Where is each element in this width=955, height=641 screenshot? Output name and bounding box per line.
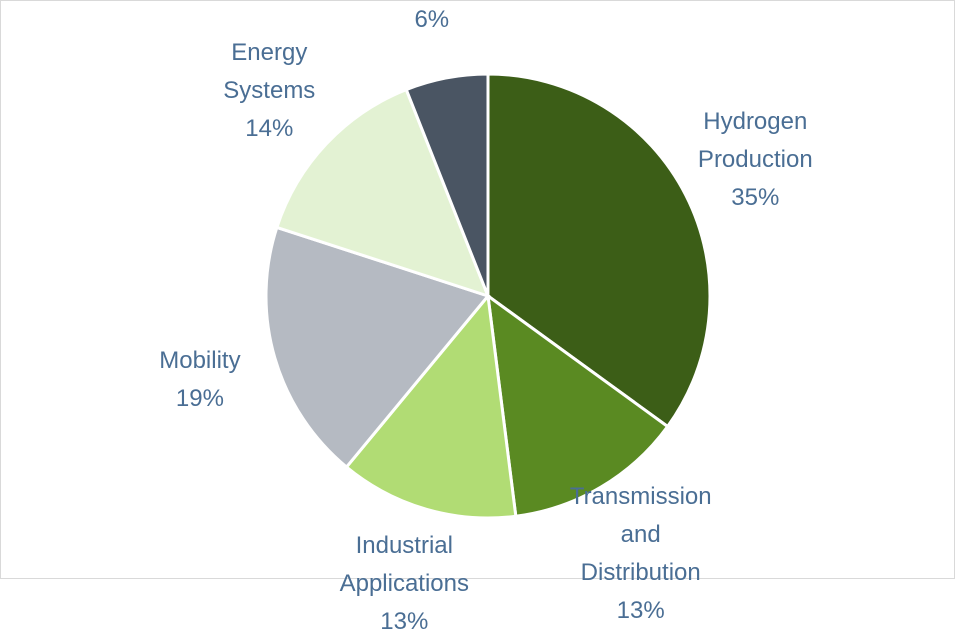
value-label: 35% — [731, 183, 780, 211]
pie-slice — [264, 225, 491, 470]
slice-label: Industrial Applications 13% — [340, 527, 469, 641]
category-label: Industrial Applications — [339, 532, 470, 598]
pie-slice — [486, 72, 712, 429]
slice-label: Hydrogen Production 35% — [698, 103, 813, 217]
value-label: 6% — [414, 6, 450, 34]
slice-label: Energy Systems 14% — [223, 34, 315, 148]
category-label: Transmission and Distribution — [569, 483, 712, 587]
pie-slice — [486, 292, 670, 518]
value-label: 13% — [380, 608, 429, 636]
pie-area — [264, 72, 712, 520]
category-label: Energy Systems — [223, 38, 316, 104]
slice-label: Transmission and Distribution 13% — [570, 478, 712, 630]
value-label: 14% — [245, 114, 294, 142]
slice-label: Buildings6% — [383, 0, 480, 39]
value-label: 13% — [616, 597, 665, 625]
value-label: 19% — [175, 384, 224, 412]
slice-label: Mobility 19% — [159, 342, 240, 418]
category-label: Hydrogen Production — [697, 107, 813, 173]
pie-slice — [404, 72, 490, 297]
pie-slice — [344, 292, 518, 520]
category-label: Mobility — [159, 346, 241, 374]
pie-slice — [274, 87, 491, 299]
